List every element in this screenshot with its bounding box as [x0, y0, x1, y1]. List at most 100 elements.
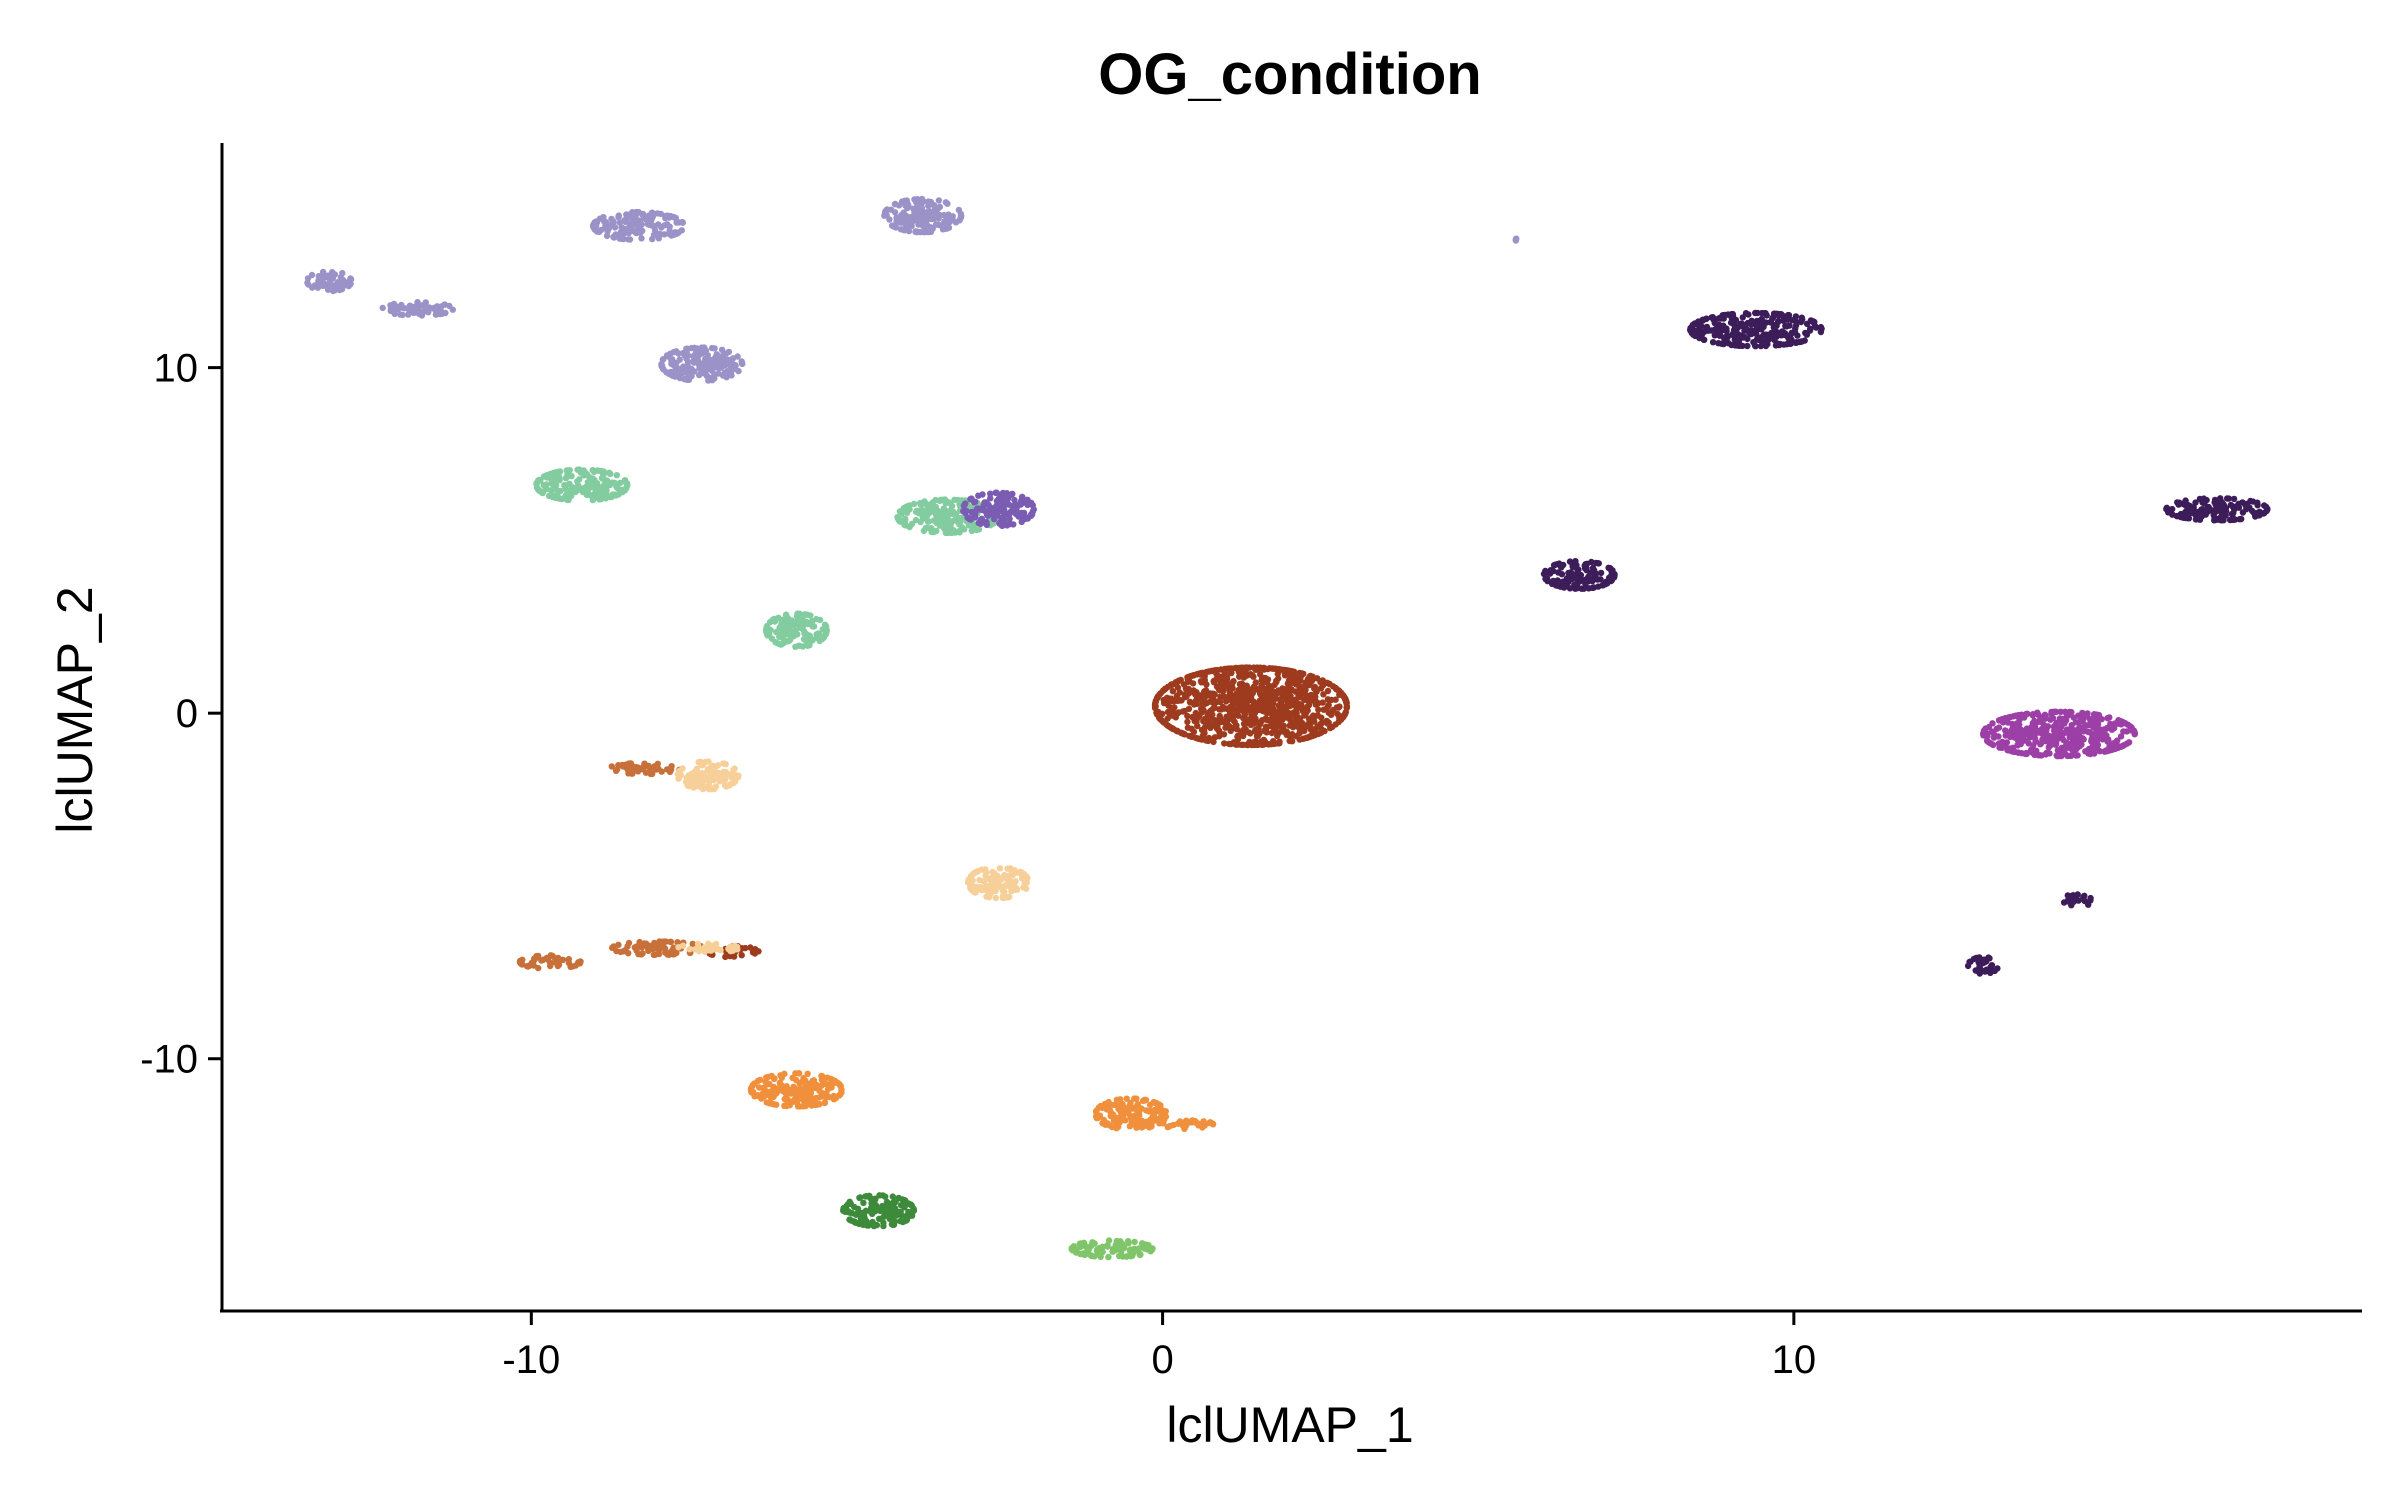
data-point: [622, 218, 629, 225]
data-point: [889, 1193, 896, 1200]
data-point: [425, 309, 432, 316]
data-point: [845, 1208, 852, 1215]
data-point: [915, 509, 922, 517]
data-point: [822, 1080, 830, 1088]
data-point: [1280, 722, 1287, 729]
data-point: [2211, 496, 2219, 504]
data-point: [537, 477, 544, 484]
data-point: [899, 213, 906, 220]
data-point: [2081, 724, 2088, 732]
data-point: [925, 509, 933, 517]
data-point: [564, 467, 571, 474]
data-point: [1095, 1104, 1103, 1111]
data-point: [875, 1215, 883, 1223]
data-point: [1301, 712, 1308, 719]
data-point: [917, 214, 925, 221]
data-point: [763, 1074, 770, 1081]
data-point: [1104, 1243, 1111, 1250]
data-point: [2013, 720, 2021, 727]
y-tick-label: 0: [176, 692, 198, 736]
data-point: [1296, 736, 1303, 743]
data-point: [2045, 744, 2052, 751]
data-point: [1709, 314, 1717, 321]
data-point: [2042, 751, 2049, 758]
data-point: [2211, 514, 2218, 521]
data-point: [950, 508, 957, 516]
data-point: [954, 515, 962, 522]
data-point: [688, 770, 695, 778]
data-point: [2174, 499, 2181, 506]
data-point: [654, 210, 661, 217]
data-point: [1266, 665, 1273, 672]
data-point: [1125, 1238, 1132, 1245]
data-point: [722, 953, 729, 961]
data-point: [799, 1078, 806, 1086]
data-point: [691, 344, 698, 351]
data-point: [648, 209, 656, 216]
data-point: [1552, 582, 1560, 589]
data-point: [1213, 675, 1220, 682]
data-point: [1274, 732, 1281, 740]
data-point: [2070, 892, 2077, 899]
data-point: [1212, 722, 1219, 729]
data-point: [675, 366, 682, 373]
data-point: [1773, 322, 1780, 329]
data-point: [1555, 569, 1562, 576]
data-point: [655, 765, 662, 772]
data-point: [1305, 702, 1313, 709]
data-point: [2030, 723, 2037, 730]
data-point: [546, 959, 554, 966]
x-tick-label: 10: [1772, 1338, 1817, 1382]
data-point: [734, 353, 741, 360]
data-point: [893, 1212, 900, 1219]
data-point: [1151, 702, 1159, 709]
data-point: [1193, 671, 1201, 678]
data-point: [1170, 712, 1177, 720]
data-point: [1268, 702, 1276, 710]
data-point: [1073, 1246, 1080, 1254]
data-point: [2091, 750, 2098, 757]
data-point: [1317, 678, 1324, 686]
data-point: [674, 771, 682, 778]
data-point: [917, 501, 925, 509]
data-point: [1775, 312, 1783, 319]
data-point: [696, 365, 703, 372]
data-point: [1797, 318, 1805, 326]
data-point: [2066, 740, 2073, 748]
data-point: [1309, 732, 1316, 740]
data-point: [670, 349, 677, 356]
data-point: [1773, 333, 1780, 340]
data-point: [764, 622, 771, 630]
data-point: [925, 198, 932, 205]
data-point: [1780, 317, 1787, 324]
data-point: [783, 621, 790, 629]
data-point: [1180, 681, 1188, 688]
data-point: [1763, 312, 1770, 319]
data-point: [1574, 566, 1581, 574]
data-point: [1293, 680, 1300, 687]
data-point: [1272, 689, 1279, 696]
data-point: [692, 775, 699, 782]
data-point: [1563, 580, 1571, 588]
data-point: [920, 198, 927, 205]
data-point: [711, 375, 718, 382]
data-point: [1210, 700, 1218, 707]
data-point: [1998, 716, 2005, 723]
data-point: [1201, 729, 1208, 737]
data-point: [778, 625, 786, 633]
data-point: [935, 197, 943, 204]
data-point: [903, 199, 910, 206]
data-point: [658, 224, 665, 231]
data-point: [1995, 724, 2003, 731]
data-point: [662, 949, 669, 956]
data-point: [2165, 509, 2172, 516]
data-point: [735, 367, 742, 375]
data-point: [993, 497, 1001, 505]
data-point: [2254, 499, 2261, 506]
data-point: [1131, 1095, 1138, 1102]
data-point: [1590, 584, 1598, 591]
data-point: [942, 225, 949, 232]
data-point: [656, 230, 664, 238]
data-point: [699, 785, 707, 793]
data-point: [1758, 309, 1766, 317]
